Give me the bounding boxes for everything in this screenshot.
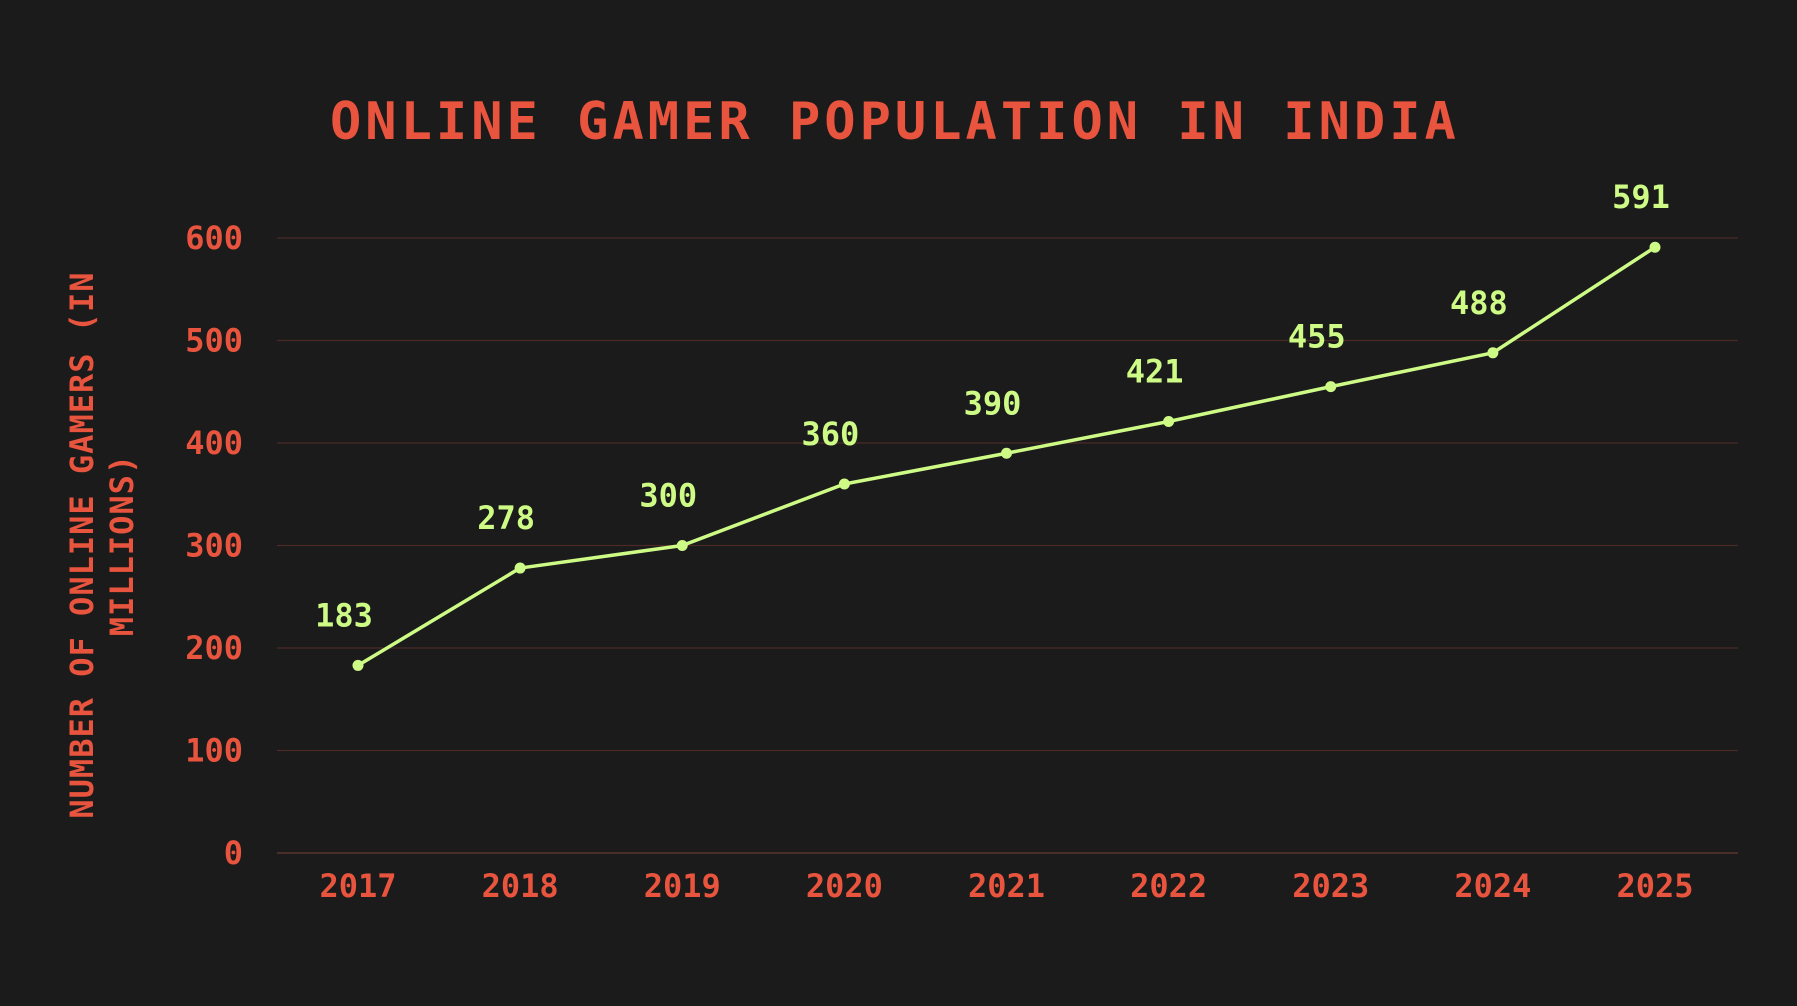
x-tick-label: 2023	[1292, 867, 1369, 905]
x-tick-label: 2017	[319, 867, 396, 905]
x-tick-label: 2024	[1454, 867, 1531, 905]
data-point	[676, 540, 688, 551]
data-point	[1325, 381, 1337, 393]
x-tick-label: 2025	[1616, 867, 1693, 905]
y-tick-label: 200	[185, 629, 243, 667]
data-point	[514, 562, 526, 574]
x-tick-labels: 2017 2018 2019 2020 2021 2022 2023 2024 2025	[319, 867, 1693, 905]
y-tick-labels: 0 100 200 300 400 500 600	[185, 219, 243, 872]
x-tick-label: 2022	[1130, 867, 1207, 905]
y-tick-label: 600	[185, 219, 243, 257]
gridlines	[277, 237, 1738, 854]
data-point	[1649, 241, 1661, 253]
data-point	[1001, 447, 1012, 459]
series-group	[352, 241, 1661, 671]
y-tick-label: 400	[185, 424, 243, 462]
y-tick-label: 500	[185, 322, 243, 360]
data-label: 488	[1450, 284, 1508, 322]
data-point	[352, 659, 364, 671]
data-label: 300	[639, 477, 697, 515]
y-tick-label: 100	[185, 732, 243, 770]
data-point	[1163, 415, 1175, 427]
data-label: 390	[964, 384, 1022, 422]
x-tick-label: 2021	[968, 867, 1045, 905]
x-tick-label: 2020	[806, 867, 883, 905]
x-tick-label: 2018	[482, 867, 559, 905]
data-label: 278	[477, 499, 535, 537]
data-label: 455	[1288, 318, 1346, 356]
chart-title: Online Gamer Population in India	[330, 92, 1460, 152]
data-point	[838, 478, 850, 490]
x-tick-label: 2019	[644, 867, 721, 905]
data-labels: 183 278 300 360 390 421 455 488 591	[315, 178, 1670, 634]
data-point	[1487, 347, 1499, 359]
data-label: 183	[315, 596, 373, 634]
data-label: 360	[801, 415, 859, 453]
y-tick-label: 300	[185, 527, 243, 565]
data-label: 591	[1612, 178, 1670, 216]
y-tick-label: 0	[224, 834, 243, 872]
data-label: 421	[1126, 352, 1184, 390]
